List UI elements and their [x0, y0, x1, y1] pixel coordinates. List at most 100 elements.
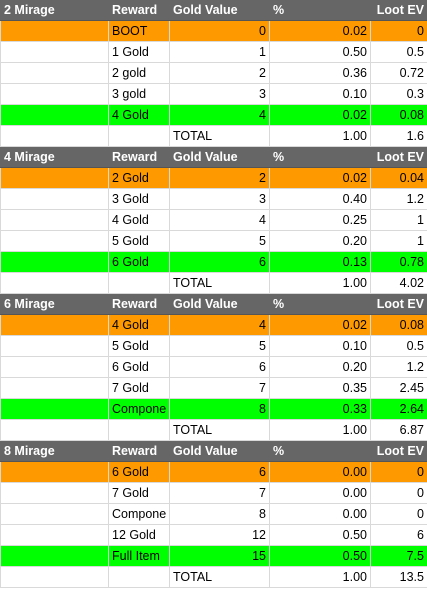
- loot-ev-cell[interactable]: 0: [371, 483, 427, 503]
- reward-header[interactable]: Reward: [109, 294, 170, 314]
- reward-cell[interactable]: 7 Gold: [109, 483, 170, 503]
- loot-ev-cell[interactable]: 0.72: [371, 63, 427, 83]
- section-title[interactable]: 8 Mirage: [0, 441, 109, 461]
- loot-ev-cell[interactable]: 0: [371, 462, 427, 482]
- total-percent[interactable]: 1.00: [270, 273, 371, 293]
- gold-value-cell[interactable]: 5: [170, 336, 270, 356]
- loot-ev-cell[interactable]: 0.04: [371, 168, 427, 188]
- loot-ev-cell[interactable]: 6: [371, 525, 427, 545]
- total-loot-ev[interactable]: 13.5: [371, 567, 427, 587]
- section-title[interactable]: 2 Mirage: [0, 0, 109, 20]
- empty-cell[interactable]: [0, 504, 109, 524]
- empty-cell[interactable]: [0, 189, 109, 209]
- loot-ev-cell[interactable]: 0.3: [371, 84, 427, 104]
- gold-value-cell[interactable]: 4: [170, 105, 270, 125]
- gold-value-cell[interactable]: 1: [170, 42, 270, 62]
- percent-cell[interactable]: 0.33: [270, 399, 371, 419]
- empty-cell[interactable]: [0, 525, 109, 545]
- reward-cell[interactable]: 5 Gold: [109, 336, 170, 356]
- reward-cell[interactable]: 6 Gold: [109, 252, 170, 272]
- section-title[interactable]: 4 Mirage: [0, 147, 109, 167]
- reward-cell[interactable]: 3 Gold: [109, 189, 170, 209]
- reward-header[interactable]: Reward: [109, 441, 170, 461]
- loot-ev-cell[interactable]: 1.2: [371, 189, 427, 209]
- empty-cell[interactable]: [0, 210, 109, 230]
- percent-cell[interactable]: 0.02: [270, 21, 371, 41]
- reward-cell[interactable]: 4 Gold: [109, 105, 170, 125]
- empty-cell[interactable]: [0, 483, 109, 503]
- gold-value-cell[interactable]: 4: [170, 315, 270, 335]
- reward-cell[interactable]: 1 Gold: [109, 42, 170, 62]
- gold-value-cell[interactable]: 2: [170, 168, 270, 188]
- loot-ev-header[interactable]: Loot EV: [371, 147, 427, 167]
- total-percent[interactable]: 1.00: [270, 420, 371, 440]
- percent-cell[interactable]: 0.50: [270, 42, 371, 62]
- reward-cell[interactable]: 6 Gold: [109, 357, 170, 377]
- loot-ev-cell[interactable]: 7.5: [371, 546, 427, 566]
- loot-ev-header[interactable]: Loot EV: [371, 0, 427, 20]
- gold-value-header[interactable]: Gold Value: [170, 294, 270, 314]
- loot-ev-cell[interactable]: 1.2: [371, 357, 427, 377]
- reward-cell[interactable]: 7 Gold: [109, 378, 170, 398]
- empty-cell[interactable]: [0, 336, 109, 356]
- total-label[interactable]: TOTAL: [170, 420, 270, 440]
- percent-cell[interactable]: 0.00: [270, 504, 371, 524]
- percent-header[interactable]: %: [270, 441, 371, 461]
- percent-cell[interactable]: 0.10: [270, 84, 371, 104]
- percent-cell[interactable]: 0.36: [270, 63, 371, 83]
- loot-ev-cell[interactable]: 0.78: [371, 252, 427, 272]
- reward-cell[interactable]: Full Item: [109, 546, 170, 566]
- total-percent[interactable]: 1.00: [270, 567, 371, 587]
- percent-cell[interactable]: 0.20: [270, 231, 371, 251]
- empty-cell[interactable]: [0, 273, 109, 293]
- gold-value-cell[interactable]: 0: [170, 21, 270, 41]
- percent-header[interactable]: %: [270, 294, 371, 314]
- total-loot-ev[interactable]: 1.6: [371, 126, 427, 146]
- empty-cell[interactable]: [0, 63, 109, 83]
- empty-cell[interactable]: [0, 378, 109, 398]
- gold-value-cell[interactable]: 8: [170, 504, 270, 524]
- empty-cell[interactable]: [109, 420, 170, 440]
- empty-cell[interactable]: [0, 399, 109, 419]
- gold-value-header[interactable]: Gold Value: [170, 441, 270, 461]
- gold-value-cell[interactable]: 5: [170, 231, 270, 251]
- percent-cell[interactable]: 0.02: [270, 105, 371, 125]
- loot-ev-header[interactable]: Loot EV: [371, 441, 427, 461]
- percent-cell[interactable]: 0.10: [270, 336, 371, 356]
- empty-cell[interactable]: [0, 546, 109, 566]
- empty-cell[interactable]: [0, 168, 109, 188]
- gold-value-cell[interactable]: 7: [170, 378, 270, 398]
- reward-cell[interactable]: 12 Gold: [109, 525, 170, 545]
- percent-cell[interactable]: 0.13: [270, 252, 371, 272]
- percent-cell[interactable]: 0.25: [270, 210, 371, 230]
- percent-cell[interactable]: 0.00: [270, 462, 371, 482]
- empty-cell[interactable]: [109, 273, 170, 293]
- empty-cell[interactable]: [0, 105, 109, 125]
- empty-cell[interactable]: [0, 252, 109, 272]
- total-loot-ev[interactable]: 6.87: [371, 420, 427, 440]
- loot-ev-cell[interactable]: 0.5: [371, 42, 427, 62]
- loot-ev-cell[interactable]: 0: [371, 21, 427, 41]
- loot-ev-cell[interactable]: 2.45: [371, 378, 427, 398]
- empty-cell[interactable]: [0, 420, 109, 440]
- loot-ev-cell[interactable]: 0.08: [371, 105, 427, 125]
- reward-cell[interactable]: 6 Gold: [109, 462, 170, 482]
- total-label[interactable]: TOTAL: [170, 273, 270, 293]
- empty-cell[interactable]: [0, 567, 109, 587]
- reward-cell[interactable]: 3 gold: [109, 84, 170, 104]
- reward-cell[interactable]: 4 Gold: [109, 210, 170, 230]
- reward-cell[interactable]: Compone: [109, 504, 170, 524]
- total-loot-ev[interactable]: 4.02: [371, 273, 427, 293]
- loot-ev-cell[interactable]: 1: [371, 210, 427, 230]
- loot-ev-cell[interactable]: 0.5: [371, 336, 427, 356]
- percent-cell[interactable]: 0.20: [270, 357, 371, 377]
- empty-cell[interactable]: [109, 567, 170, 587]
- percent-cell[interactable]: 0.00: [270, 483, 371, 503]
- percent-cell[interactable]: 0.50: [270, 546, 371, 566]
- empty-cell[interactable]: [0, 42, 109, 62]
- gold-value-cell[interactable]: 12: [170, 525, 270, 545]
- empty-cell[interactable]: [0, 126, 109, 146]
- gold-value-cell[interactable]: 6: [170, 252, 270, 272]
- reward-cell[interactable]: BOOT: [109, 21, 170, 41]
- gold-value-cell[interactable]: 3: [170, 189, 270, 209]
